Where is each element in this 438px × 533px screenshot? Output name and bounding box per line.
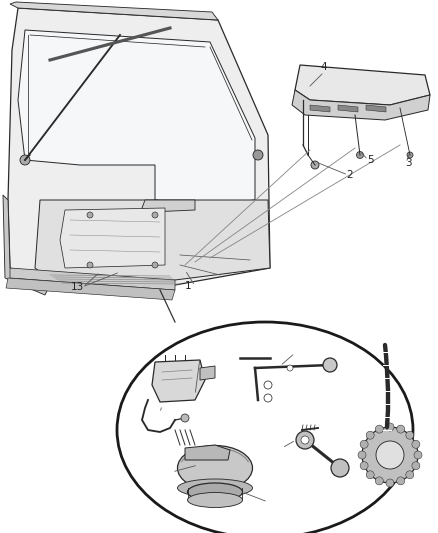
Polygon shape <box>185 445 230 460</box>
Circle shape <box>366 431 374 439</box>
Text: 10: 10 <box>270 443 283 453</box>
Circle shape <box>152 212 158 218</box>
Circle shape <box>287 365 293 371</box>
Circle shape <box>264 381 272 389</box>
Ellipse shape <box>177 479 252 497</box>
Polygon shape <box>18 30 255 205</box>
Text: 7: 7 <box>166 470 172 480</box>
Circle shape <box>366 471 374 479</box>
Circle shape <box>397 477 405 485</box>
Polygon shape <box>310 105 330 112</box>
Text: 8: 8 <box>197 348 203 358</box>
Circle shape <box>253 150 263 160</box>
Polygon shape <box>200 366 215 380</box>
Circle shape <box>406 471 414 479</box>
Circle shape <box>181 414 189 422</box>
Polygon shape <box>35 200 270 280</box>
Text: 6: 6 <box>265 500 271 510</box>
Polygon shape <box>338 105 358 112</box>
Circle shape <box>412 462 420 470</box>
Circle shape <box>360 440 368 448</box>
Ellipse shape <box>177 446 252 490</box>
Ellipse shape <box>187 492 243 507</box>
Circle shape <box>331 459 349 477</box>
Circle shape <box>406 431 414 439</box>
Ellipse shape <box>117 322 413 533</box>
Circle shape <box>376 441 404 469</box>
Polygon shape <box>152 360 205 402</box>
Circle shape <box>357 151 364 158</box>
Circle shape <box>362 427 418 483</box>
Ellipse shape <box>187 483 243 501</box>
Circle shape <box>397 425 405 433</box>
Circle shape <box>264 394 272 402</box>
Circle shape <box>412 440 420 448</box>
Text: 5: 5 <box>367 155 373 165</box>
Text: 4: 4 <box>321 62 327 72</box>
Circle shape <box>386 423 394 431</box>
Polygon shape <box>3 195 50 295</box>
Circle shape <box>323 358 337 372</box>
Polygon shape <box>366 105 386 112</box>
Circle shape <box>296 431 314 449</box>
Polygon shape <box>6 278 175 300</box>
Circle shape <box>87 262 93 268</box>
Text: 3: 3 <box>405 158 411 168</box>
Text: 14: 14 <box>147 408 161 418</box>
Circle shape <box>311 161 319 169</box>
Polygon shape <box>60 208 165 268</box>
Circle shape <box>152 262 158 268</box>
Text: 13: 13 <box>71 282 84 292</box>
Circle shape <box>375 477 383 485</box>
Circle shape <box>20 155 30 165</box>
Polygon shape <box>292 90 430 120</box>
Circle shape <box>375 425 383 433</box>
Circle shape <box>301 436 309 444</box>
Text: 1: 1 <box>185 281 191 291</box>
Circle shape <box>414 451 422 459</box>
Polygon shape <box>295 65 430 105</box>
Polygon shape <box>142 200 195 212</box>
Polygon shape <box>10 2 218 20</box>
Circle shape <box>386 479 394 487</box>
Circle shape <box>407 152 413 158</box>
Polygon shape <box>10 268 175 290</box>
Circle shape <box>87 212 93 218</box>
Text: 2: 2 <box>347 170 353 180</box>
Circle shape <box>360 462 368 470</box>
Polygon shape <box>8 8 270 285</box>
Circle shape <box>358 451 366 459</box>
Text: 12: 12 <box>291 345 304 355</box>
